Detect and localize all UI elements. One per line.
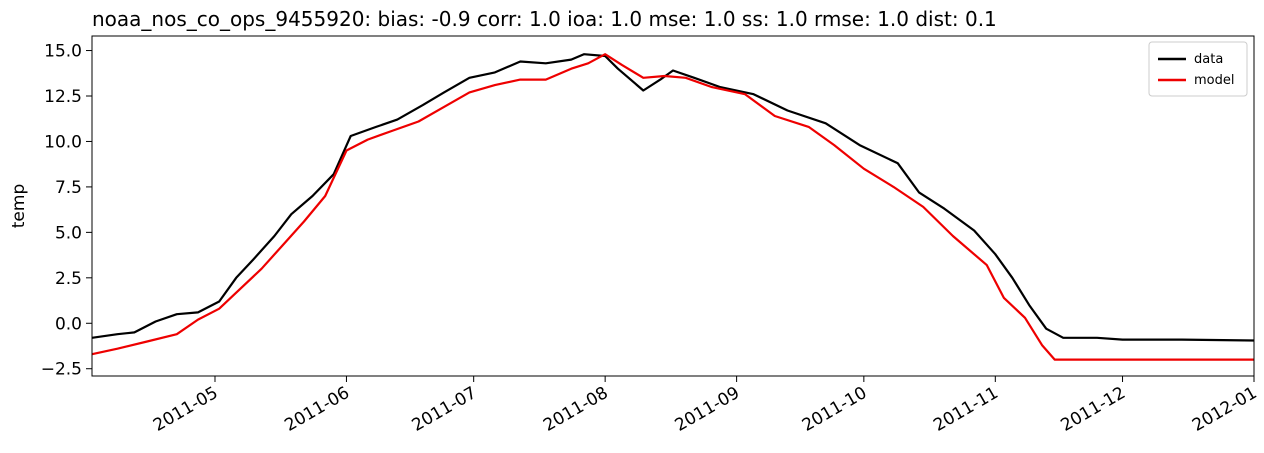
x-tick-label: 2011-10 bbox=[799, 383, 871, 436]
x-tick-label: 2012-01 bbox=[1189, 383, 1261, 436]
x-tick-label: 2011-07 bbox=[409, 383, 481, 436]
series-layer bbox=[91, 53, 1255, 361]
y-tick-label: 10.0 bbox=[44, 132, 82, 152]
y-tick-label: 5.0 bbox=[55, 223, 82, 243]
y-axis: −2.5 0.0 2.5 5.0 7.5 10.0 12.5 15.0 bbox=[41, 42, 92, 380]
series-line-model bbox=[91, 53, 1254, 361]
chart-title: noaa_nos_co_ops_9455920: bias: -0.9 corr… bbox=[92, 7, 997, 31]
y-tick-label: 0.0 bbox=[55, 314, 82, 334]
x-tick-label: 2011-11 bbox=[930, 383, 1002, 436]
y-tick-label: 2.5 bbox=[55, 269, 82, 289]
legend-label-model: model bbox=[1194, 73, 1234, 88]
legend: data model bbox=[1148, 41, 1248, 97]
x-tick-label: 2011-08 bbox=[540, 383, 612, 436]
y-tick-label: 7.5 bbox=[55, 178, 82, 198]
x-tick-label: 2011-06 bbox=[281, 383, 353, 436]
y-tick-label: −2.5 bbox=[41, 360, 82, 380]
x-tick-label: 2011-05 bbox=[150, 383, 222, 436]
y-axis-label: temp bbox=[9, 184, 29, 228]
x-tick-label: 2011-09 bbox=[672, 383, 744, 436]
x-tick-label: 2011-12 bbox=[1058, 383, 1130, 436]
y-tick-label: 15.0 bbox=[44, 42, 82, 62]
legend-box bbox=[1148, 41, 1248, 97]
series-line-data bbox=[91, 53, 1255, 342]
legend-label-data: data bbox=[1194, 52, 1223, 67]
y-tick-label: 12.5 bbox=[44, 87, 82, 107]
x-axis: 2011-05 2011-06 2011-07 2011-08 2011-09 2011-… bbox=[150, 376, 1261, 436]
plot-frame bbox=[91, 35, 1255, 377]
